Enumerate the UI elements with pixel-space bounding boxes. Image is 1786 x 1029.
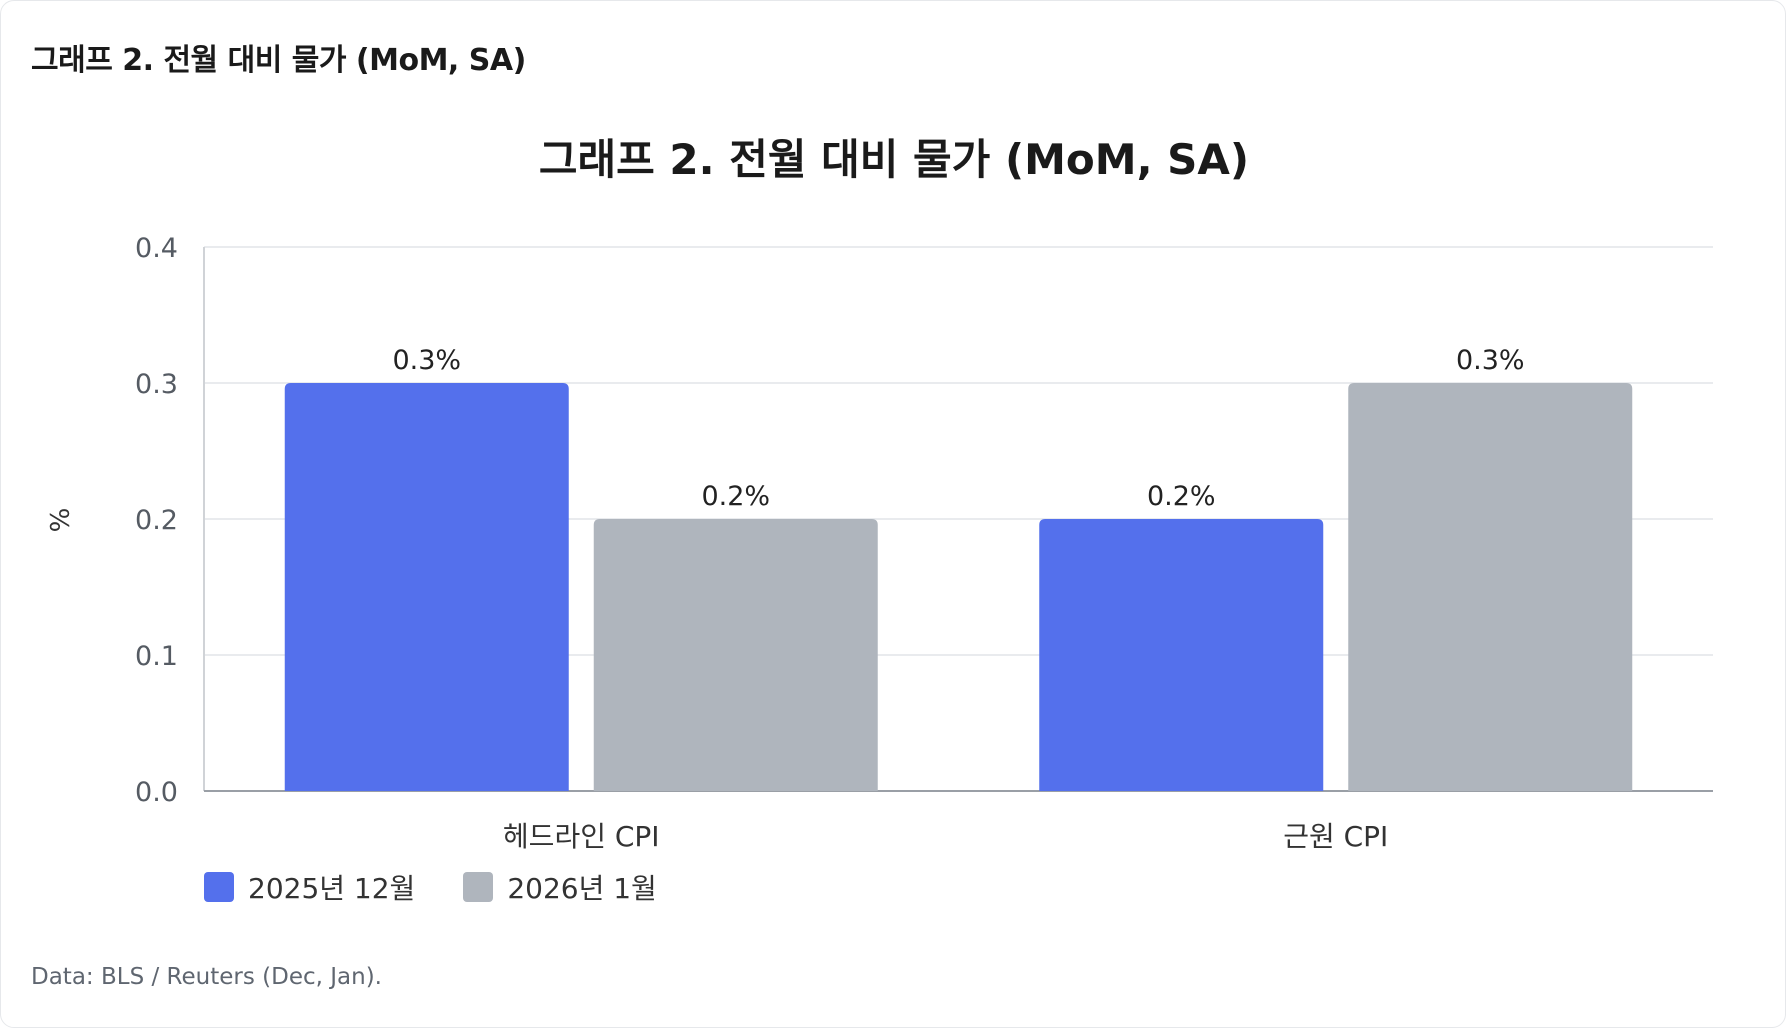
source-note: Data: BLS / Reuters (Dec, Jan). (31, 964, 382, 990)
data-label: 0.3% (1456, 345, 1525, 376)
legend-swatch-jan (463, 872, 494, 902)
y-axis-label: % (46, 508, 76, 533)
legend-item-jan[interactable]: 2026년 1월 (463, 867, 657, 907)
bar-jan-0[interactable] (593, 519, 878, 791)
y-tick-label: 0.1 (135, 641, 178, 672)
x-tick-label: 근원 CPI (1283, 820, 1388, 853)
chart-title: 그래프 2. 전월 대비 물가 (MoM, SA) (539, 135, 1249, 184)
axes: 0.0 0.1 0.2 0.3 0.4 헤드라인 CPI 근원 CPI (135, 233, 1713, 853)
data-labels: 0.3% 0.2% 0.2% 0.3% (392, 345, 1524, 512)
legend: 2025년 12월 2026년 1월 (204, 867, 657, 907)
legend-label-dec: 2025년 12월 (248, 872, 416, 905)
card-title: 그래프 2. 전월 대비 물가 (MoM, SA) (31, 43, 526, 78)
y-tick-label: 0.0 (135, 777, 178, 808)
bars (284, 383, 1633, 791)
y-tick-label: 0.4 (135, 233, 178, 264)
y-tick-label: 0.2 (135, 505, 178, 536)
legend-swatch-dec (204, 872, 234, 902)
data-label: 0.3% (392, 345, 461, 376)
y-tick-label: 0.3 (135, 369, 178, 400)
legend-label-jan: 2026년 1월 (507, 872, 657, 905)
data-label: 0.2% (701, 481, 770, 512)
legend-item-dec[interactable]: 2025년 12월 (204, 867, 415, 907)
bar-jan-1[interactable] (1348, 383, 1633, 791)
data-label: 0.2% (1147, 481, 1216, 512)
bar-dec-0[interactable] (284, 383, 569, 791)
bar-dec-1[interactable] (1039, 519, 1324, 791)
x-tick-label: 헤드라인 CPI (503, 820, 660, 853)
